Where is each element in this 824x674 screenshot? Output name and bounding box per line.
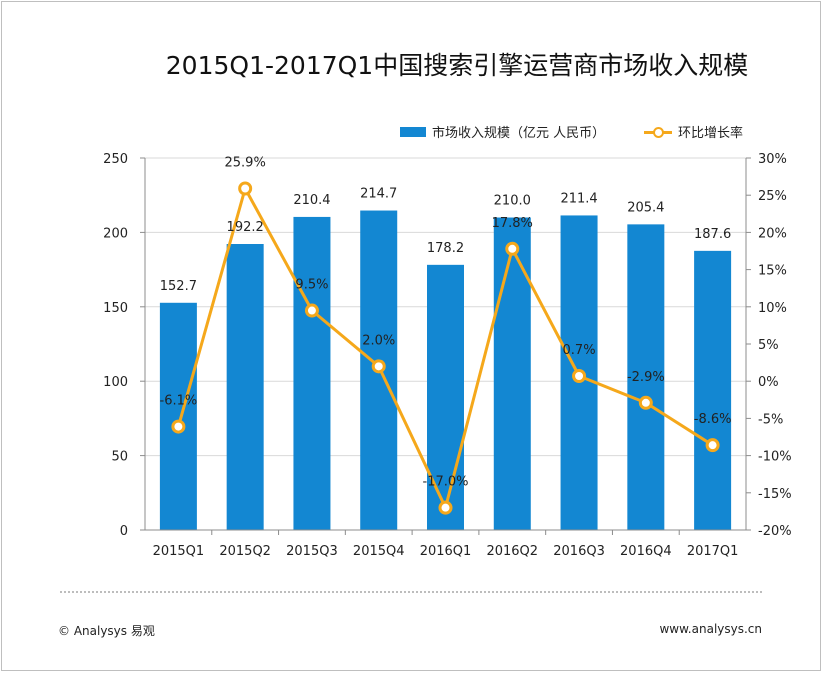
- right-axis-tick: 20%: [758, 226, 787, 241]
- right-axis-tick: -5%: [758, 412, 783, 427]
- x-axis-tick: 2016Q3: [553, 544, 605, 559]
- bar-value-label: 192.2: [227, 220, 264, 235]
- right-axis-tick: 30%: [758, 152, 787, 167]
- bar: [694, 250, 732, 530]
- growth-point: [238, 181, 253, 196]
- growth-point: [705, 438, 720, 453]
- growth-value-label: 9.5%: [295, 278, 328, 293]
- left-axis-tick: 250: [103, 152, 128, 167]
- x-axis-tick: 2015Q1: [153, 544, 205, 559]
- bar-value-label: 210.0: [494, 194, 531, 209]
- bar-value-label: 214.7: [360, 187, 397, 202]
- footer-divider: [60, 591, 762, 593]
- growth-point: [572, 368, 587, 383]
- bar-value-label: 211.4: [560, 191, 597, 206]
- legend-swatch-bar: [400, 126, 426, 137]
- left-axis-tick: 100: [103, 375, 128, 390]
- right-axis-tick: -20%: [758, 524, 792, 539]
- bar-value-label: 210.4: [293, 193, 330, 208]
- legend-label-growth: 环比增长率: [678, 126, 744, 141]
- left-axis-tick: 0: [120, 524, 128, 539]
- growth-point: [304, 303, 319, 318]
- bar: [427, 264, 464, 530]
- x-axis-tick: 2015Q4: [353, 544, 405, 559]
- bar-value-label: 152.7: [160, 279, 197, 294]
- right-axis-tick: 10%: [758, 301, 787, 316]
- growth-value-label: -6.1%: [160, 394, 198, 409]
- x-axis-tick: 2016Q4: [620, 544, 672, 559]
- growth-value-label: 0.7%: [563, 343, 596, 358]
- growth-value-label: 17.8%: [492, 216, 533, 231]
- growth-value-label: 25.9%: [225, 156, 266, 171]
- footer-website: www.analysys.cn: [659, 622, 762, 636]
- left-axis-tick: 50: [111, 450, 128, 465]
- bar: [493, 217, 531, 530]
- bar: [159, 302, 197, 530]
- bar-value-label: 187.6: [694, 227, 731, 242]
- bar-value-label: 205.4: [627, 200, 664, 215]
- growth-value-label: 2.0%: [362, 333, 395, 348]
- growth-point: [638, 395, 653, 410]
- legend-item-growth: 环比增长率: [644, 122, 743, 141]
- left-axis-tick: 150: [103, 301, 128, 316]
- right-axis-tick: -10%: [758, 450, 792, 465]
- x-axis-tick: 2017Q1: [687, 544, 739, 559]
- x-axis-tick: 2015Q3: [286, 544, 338, 559]
- left-axis-tick: 200: [103, 226, 128, 241]
- growth-point: [371, 359, 386, 374]
- bar: [226, 244, 264, 530]
- bar: [293, 216, 331, 530]
- right-axis-tick: 25%: [758, 189, 787, 204]
- right-axis-tick: -15%: [758, 487, 792, 502]
- growth-value-label: -17.0%: [423, 475, 469, 490]
- bar-value-label: 178.2: [427, 241, 464, 256]
- growth-value-label: -8.6%: [694, 412, 732, 427]
- legend-swatch-line: [644, 126, 672, 138]
- growth-point: [505, 241, 520, 256]
- bar: [627, 224, 665, 530]
- legend-label-revenue: 市场收入规模（亿元 人民币）: [432, 126, 606, 141]
- legend-item-revenue: 市场收入规模（亿元 人民币）: [400, 122, 605, 141]
- footer-copyright: © Analysys 易观: [58, 624, 155, 638]
- growth-point: [171, 419, 186, 434]
- right-axis-tick: 5%: [758, 338, 779, 353]
- x-axis-tick: 2016Q1: [420, 544, 472, 559]
- x-axis-tick: 2016Q2: [486, 544, 538, 559]
- growth-value-label: -2.9%: [627, 370, 665, 385]
- x-axis-tick: 2015Q2: [219, 544, 271, 559]
- right-axis-tick: 0%: [758, 375, 779, 390]
- chart-title: 2015Q1-2017Q1中国搜索引擎运营商市场收入规模: [165, 51, 749, 80]
- growth-point: [438, 500, 453, 515]
- right-axis-tick: 15%: [758, 264, 787, 279]
